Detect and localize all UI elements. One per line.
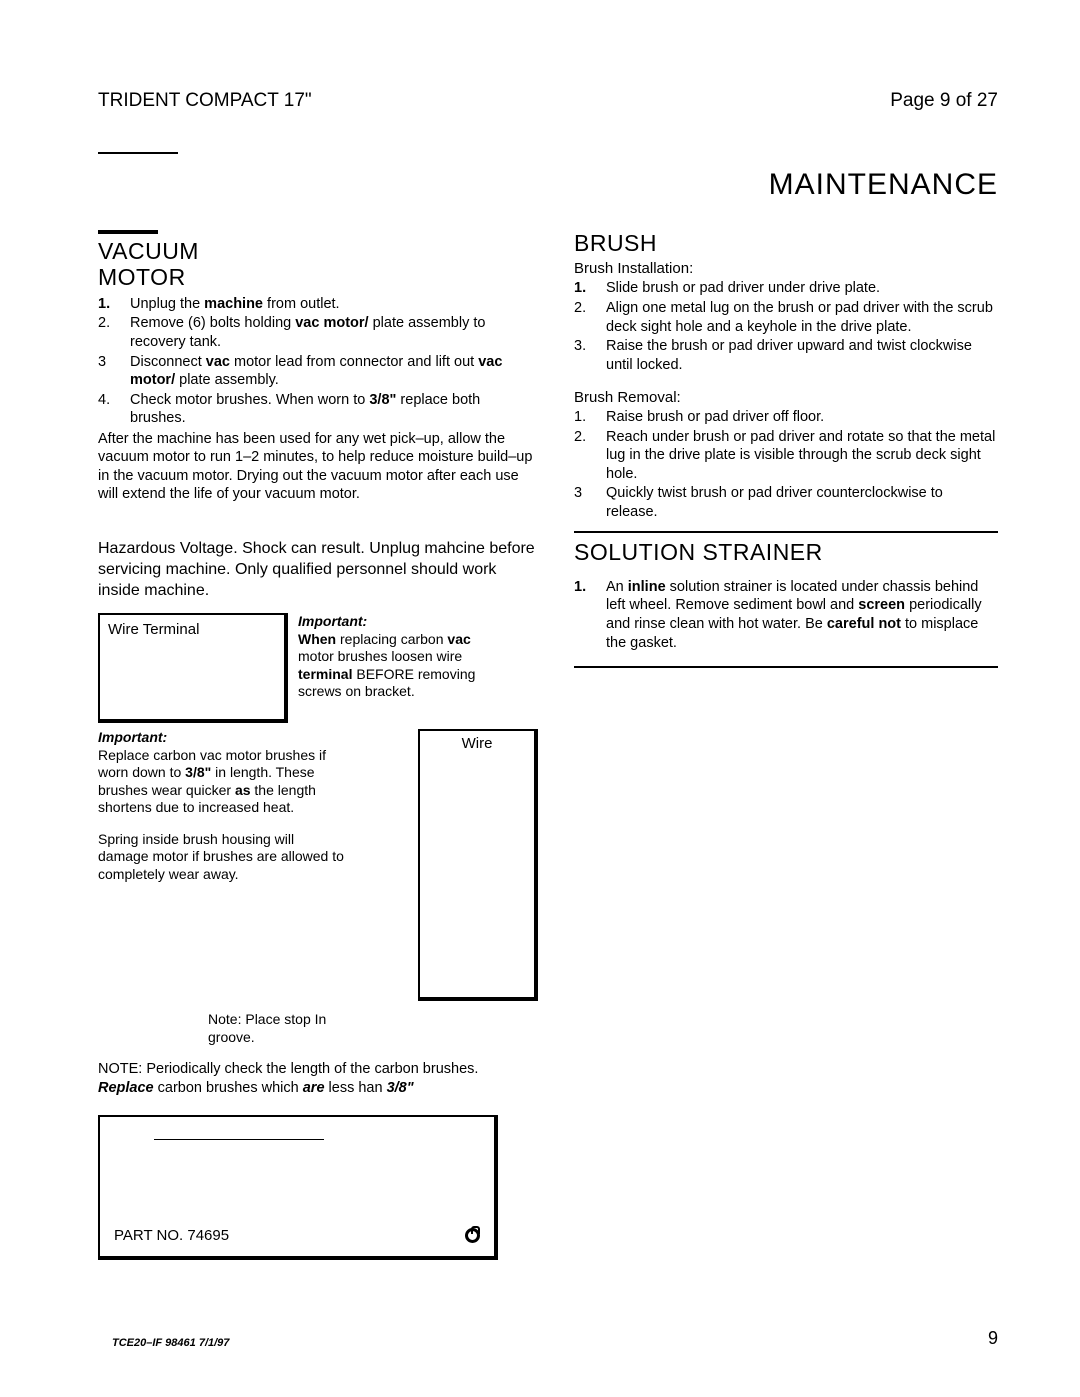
- page-indicator: Page 9 of 27: [890, 90, 998, 112]
- vacuum-motor-heading: VACUUM MOTOR: [98, 238, 538, 291]
- footer-doc-id: TCE20–IF 98461 7/1/97: [112, 1337, 229, 1349]
- brush-heading: BRUSH: [574, 230, 998, 256]
- list-item: 1.Unplug the machine from outlet.: [98, 295, 538, 314]
- vacuum-motor-steps: 1.Unplug the machine from outlet.2.Remov…: [98, 295, 538, 428]
- list-item: 3Disconnect vac motor lead from connecto…: [98, 353, 538, 390]
- list-item: 1.An inline solution strainer is located…: [574, 578, 998, 652]
- part-number: PART NO. 74695: [114, 1227, 229, 1244]
- strainer-steps: 1.An inline solution strainer is located…: [574, 578, 998, 652]
- list-item: 1.Raise brush or pad driver off floor.: [574, 408, 998, 427]
- page-header: TRIDENT COMPACT 17" Page 9 of 27: [98, 90, 998, 112]
- header-rule: [98, 152, 178, 154]
- section-rule: [98, 230, 158, 234]
- list-item: 4.Check motor brushes. When worn to 3/8"…: [98, 391, 538, 428]
- brush-install-label: Brush Installation:: [574, 260, 998, 277]
- list-item: 2.Reach under brush or pad driver and ro…: [574, 428, 998, 484]
- part-box: PART NO. 74695: [98, 1115, 498, 1260]
- brush-remove-steps: 1.Raise brush or pad driver off floor.2.…: [574, 408, 998, 521]
- footer-page-num: 9: [988, 1328, 998, 1349]
- list-item: 2.Align one metal lug on the brush or pa…: [574, 299, 998, 336]
- list-item: 3.Raise the brush or pad driver upward a…: [574, 337, 998, 374]
- content-columns: VACUUM MOTOR 1.Unplug the machine from o…: [98, 230, 998, 1260]
- note-periodic-check: NOTE: Periodically check the length of t…: [98, 1060, 538, 1097]
- vacuum-motor-after: After the machine has been used for any …: [98, 430, 538, 504]
- wire-left-text: Important: Replace carbon vac motor brus…: [98, 729, 348, 1001]
- important-replacing: Important: When replacing carbon vac mot…: [298, 613, 508, 723]
- doc-title: TRIDENT COMPACT 17": [98, 90, 312, 112]
- brush-install-steps: 1.Slide brush or pad driver under drive …: [574, 279, 998, 374]
- brush-remove-label: Brush Removal:: [574, 389, 998, 406]
- wire-terminal-row: Wire Terminal Important: When replacing …: [98, 613, 538, 723]
- page-title: MAINTENANCE: [98, 168, 998, 202]
- note-stop-groove: Note: Place stop In groove.: [208, 1011, 368, 1046]
- section-rule: [574, 531, 998, 533]
- wire-terminal-box: Wire Terminal: [98, 613, 288, 723]
- part-icon: [465, 1228, 480, 1243]
- left-column: VACUUM MOTOR 1.Unplug the machine from o…: [98, 230, 538, 1260]
- wire-row: Important: Replace carbon vac motor brus…: [98, 729, 538, 1001]
- wire-box: Wire: [418, 729, 538, 1001]
- strainer-heading: SOLUTION STRAINER: [574, 539, 998, 565]
- part-box-line: [154, 1139, 324, 1140]
- list-item: 3Quickly twist brush or pad driver count…: [574, 484, 998, 521]
- hazard-warning: Hazardous Voltage. Shock can result. Unp…: [98, 538, 538, 601]
- list-item: 1.Slide brush or pad driver under drive …: [574, 279, 998, 298]
- right-column: BRUSH Brush Installation: 1.Slide brush …: [574, 230, 998, 1260]
- section-rule: [574, 666, 998, 668]
- list-item: 2.Remove (6) bolts holding vac motor/ pl…: [98, 314, 538, 351]
